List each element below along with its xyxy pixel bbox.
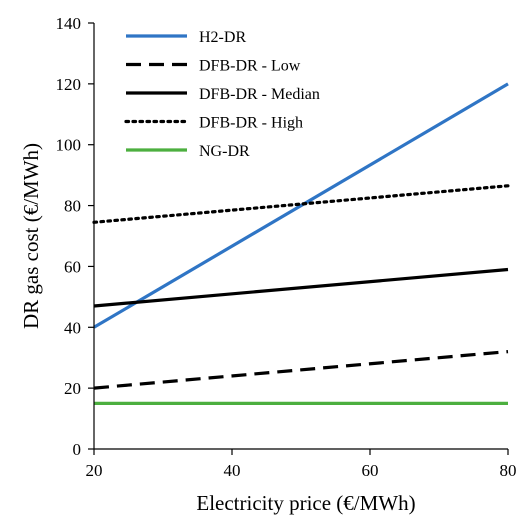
y-tick-label: 0 [73, 440, 82, 459]
legend-label-3: DFB-DR - Median [199, 86, 320, 103]
y-tick-label: 100 [56, 136, 82, 155]
plot-area [92, 82, 510, 405]
series-line-3 [93, 267, 509, 308]
y-tick-label: 60 [64, 257, 81, 276]
legend-label-4: DFB-DR - High [199, 115, 303, 132]
legend-label-1: H2-DR [199, 29, 246, 46]
series-line-4 [92, 184, 510, 224]
y-tick-label: 120 [56, 75, 82, 94]
series-line-1 [93, 82, 509, 329]
x-tick-label: 60 [362, 461, 379, 480]
x-axis-title: Electricity price (€/MWh) [196, 491, 415, 515]
x-tick-label: 80 [500, 461, 517, 480]
y-tick-label: 20 [64, 379, 81, 398]
y-tick-label: 40 [64, 318, 81, 337]
x-tick-label: 40 [224, 461, 241, 480]
y-tick-label: 140 [56, 14, 82, 33]
series-line-2 [93, 350, 509, 390]
legend-label-5: NG-DR [199, 143, 250, 160]
legend-label-2: DFB-DR - Low [199, 58, 301, 75]
y-tick-label: 80 [64, 197, 81, 216]
y-axis-title: DR gas cost (€/MWh) [19, 143, 43, 329]
legend: H2-DR DFB-DR - Low DFB-DR - Median DFB-DR -… [124, 29, 320, 160]
x-tick-label: 20 [86, 461, 103, 480]
